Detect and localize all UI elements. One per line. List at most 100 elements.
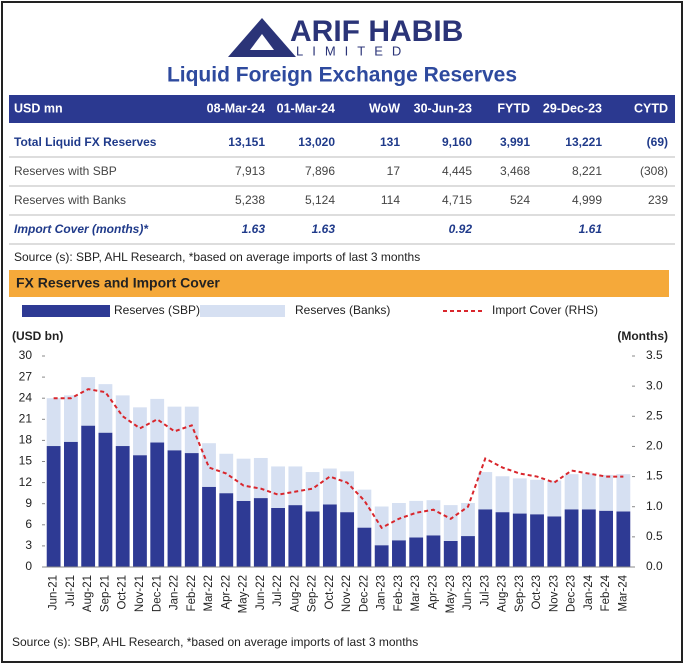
table-cell: 13,151 bbox=[228, 135, 265, 149]
bar bbox=[150, 443, 164, 567]
bar bbox=[271, 466, 285, 507]
bar bbox=[133, 407, 147, 455]
table-cell: 1.63 bbox=[312, 222, 336, 236]
legend-label: Reserves (SBP) bbox=[114, 303, 200, 317]
legend-swatch bbox=[200, 305, 285, 317]
bar bbox=[64, 395, 78, 441]
bar bbox=[616, 474, 630, 511]
table-cell: 131 bbox=[380, 135, 400, 149]
bar bbox=[237, 459, 251, 501]
bar bbox=[237, 501, 251, 567]
y2-tick-label: 0.5 bbox=[646, 529, 663, 543]
x-tick-label: Aug-23 bbox=[497, 575, 509, 612]
row-label: Import Cover (months)* bbox=[14, 222, 149, 236]
y-tick-label: 0 bbox=[25, 559, 32, 573]
x-tick-label: Dec-22 bbox=[358, 575, 370, 612]
bar bbox=[81, 426, 95, 567]
x-tick-label: Feb-24 bbox=[600, 574, 612, 611]
bar bbox=[185, 453, 199, 567]
table-header-cell: 08-Mar-24 bbox=[207, 101, 265, 115]
table-header-cell: 29-Dec-23 bbox=[543, 101, 602, 115]
table-header-cell: USD mn bbox=[14, 101, 63, 115]
y2-tick-label: 3.0 bbox=[646, 378, 663, 392]
bar bbox=[375, 545, 389, 567]
x-tick-label: Jan-22 bbox=[169, 575, 181, 610]
bar bbox=[530, 480, 544, 514]
x-tick-label: Jan-23 bbox=[376, 575, 388, 610]
table-cell: 13,020 bbox=[298, 135, 335, 149]
bar bbox=[340, 512, 354, 567]
bar bbox=[461, 503, 475, 536]
y-tick-label: 18 bbox=[19, 433, 33, 447]
x-tick-label: Apr-22 bbox=[220, 575, 232, 610]
bar bbox=[616, 511, 630, 567]
x-tick-label: May-23 bbox=[445, 575, 457, 613]
bar bbox=[409, 537, 423, 567]
bar bbox=[202, 487, 216, 567]
row-label: Reserves with Banks bbox=[14, 193, 126, 207]
bar bbox=[254, 498, 268, 567]
table-header-cell: 01-Mar-24 bbox=[277, 101, 335, 115]
bar bbox=[478, 472, 492, 509]
table-cell: 239 bbox=[648, 193, 668, 207]
bar bbox=[306, 511, 320, 567]
table-cell: 3,468 bbox=[500, 164, 530, 178]
bar bbox=[219, 493, 233, 567]
bar bbox=[461, 536, 475, 567]
y-tick-label: 9 bbox=[25, 496, 32, 510]
table-cell: 8,221 bbox=[572, 164, 602, 178]
bar bbox=[444, 541, 458, 567]
table-cell: 7,896 bbox=[305, 164, 335, 178]
bar bbox=[547, 480, 561, 516]
table-header-cell: 30-Jun-23 bbox=[414, 101, 472, 115]
bar bbox=[323, 504, 337, 567]
x-tick-label: Dec-21 bbox=[151, 575, 163, 612]
x-tick-label: Aug-21 bbox=[82, 575, 94, 612]
bar bbox=[582, 509, 596, 567]
y2-axis-label: (Months) bbox=[617, 329, 668, 343]
bar bbox=[271, 508, 285, 567]
bar bbox=[565, 509, 579, 567]
bar bbox=[47, 398, 61, 446]
table-cell: (69) bbox=[647, 135, 668, 149]
bar bbox=[444, 505, 458, 541]
x-tick-label: Apr-23 bbox=[427, 575, 439, 610]
bar bbox=[409, 501, 423, 538]
bar bbox=[99, 433, 113, 567]
bar bbox=[116, 446, 130, 567]
x-tick-label: Oct-22 bbox=[324, 575, 336, 610]
x-tick-label: Sep-23 bbox=[514, 575, 526, 612]
table-cell: 7,913 bbox=[235, 164, 265, 178]
y2-tick-label: 1.5 bbox=[646, 469, 663, 483]
x-tick-label: Oct-21 bbox=[117, 575, 129, 610]
table-cell: 1.61 bbox=[579, 222, 603, 236]
bar bbox=[168, 450, 182, 567]
bar bbox=[288, 466, 302, 505]
y2-tick-label: 2.0 bbox=[646, 439, 663, 453]
row-label: Total Liquid FX Reserves bbox=[14, 135, 157, 149]
bar bbox=[599, 475, 613, 511]
x-tick-label: Oct-23 bbox=[531, 575, 543, 610]
bar bbox=[478, 509, 492, 567]
table-cell: 13,221 bbox=[565, 135, 602, 149]
legend-swatch bbox=[22, 305, 110, 317]
table-cell: 4,715 bbox=[442, 193, 472, 207]
table-header-cell: CYTD bbox=[634, 101, 668, 115]
bar bbox=[496, 476, 510, 512]
bar bbox=[582, 473, 596, 509]
y-tick-label: 24 bbox=[19, 390, 33, 404]
bar bbox=[513, 514, 527, 567]
x-tick-label: Jul-21 bbox=[65, 575, 77, 606]
x-tick-label: Nov-22 bbox=[341, 575, 353, 612]
y-tick-label: 30 bbox=[19, 348, 33, 362]
x-tick-label: Nov-23 bbox=[548, 575, 560, 612]
bar bbox=[357, 528, 371, 567]
y-tick-label: 12 bbox=[19, 475, 33, 489]
bar bbox=[547, 516, 561, 567]
table-cell: (308) bbox=[640, 164, 668, 178]
bar bbox=[496, 512, 510, 567]
table-cell: 3,991 bbox=[500, 135, 530, 149]
table-cell: 114 bbox=[381, 193, 400, 207]
source-text: Source (s): SBP, AHL Research, *based on… bbox=[12, 635, 418, 649]
bar bbox=[392, 540, 406, 567]
